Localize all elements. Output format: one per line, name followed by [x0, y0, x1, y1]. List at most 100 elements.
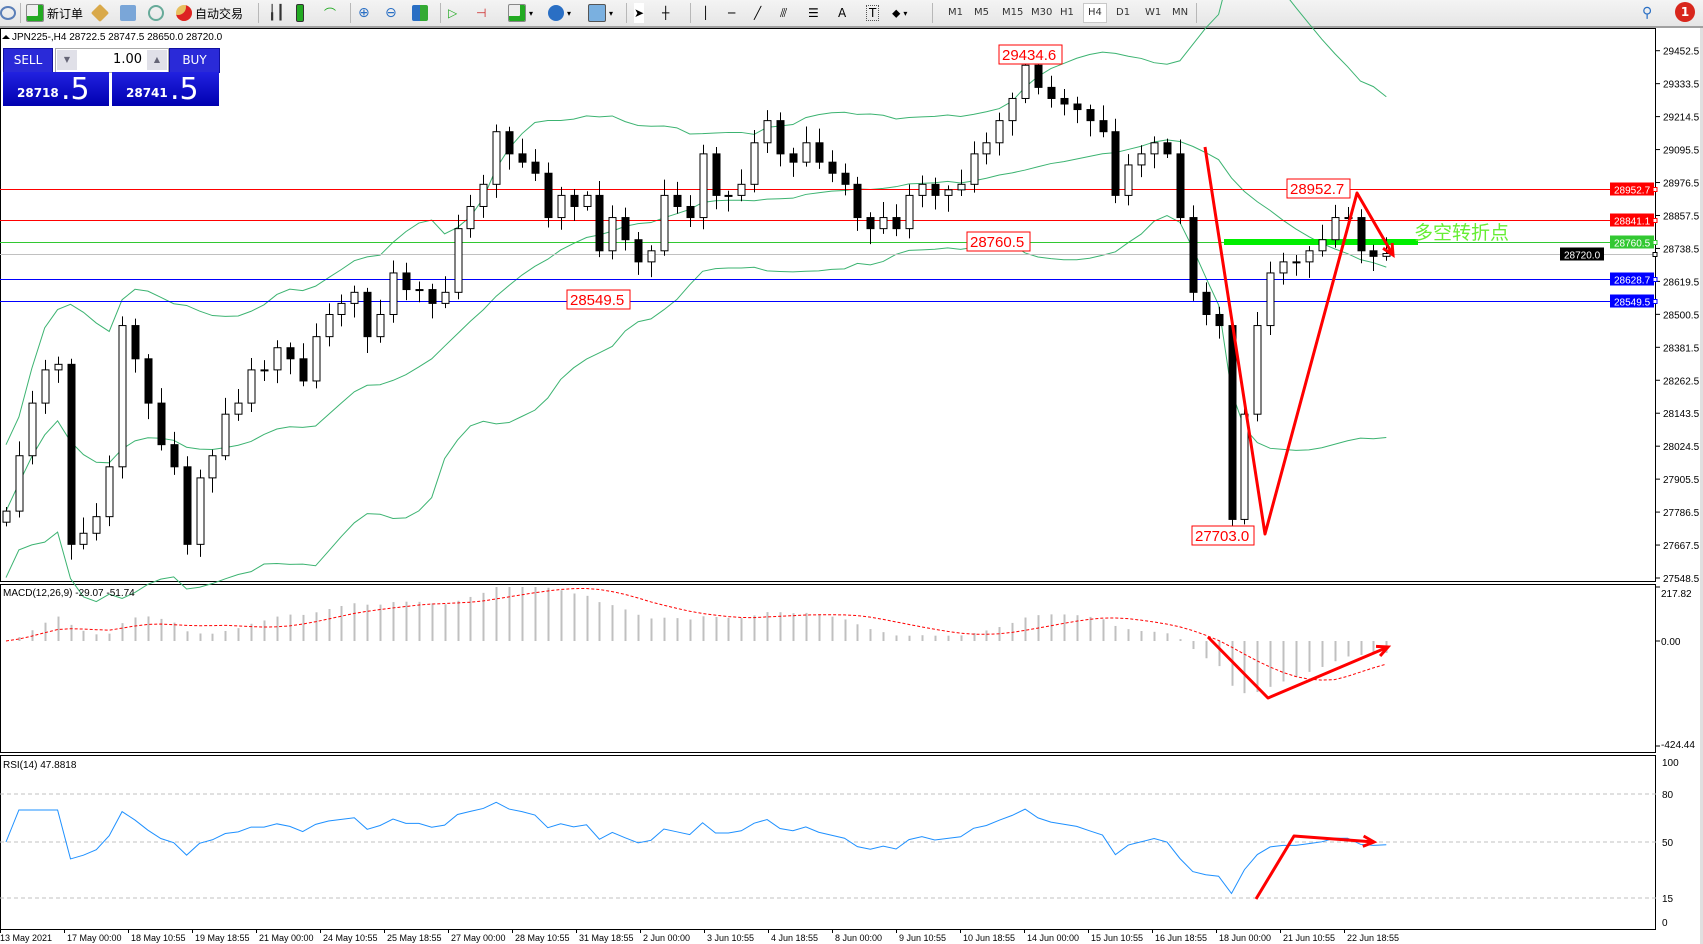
- low-price-label: 27703.0: [1195, 528, 1249, 545]
- sell-button[interactable]: SELL: [3, 48, 53, 73]
- candle: [2, 506, 11, 527]
- vertical-line-icon[interactable]: │: [702, 6, 710, 20]
- notification-icon[interactable]: 1: [1675, 2, 1695, 22]
- price-axis-label: 28500.5: [1663, 310, 1700, 321]
- price-axis-label: 28381.5: [1663, 343, 1700, 354]
- arrowhead-icon: [1362, 834, 1378, 848]
- time-axis-label: 17 May 00:00: [67, 933, 122, 943]
- templates-icon[interactable]: ▾: [588, 3, 613, 23]
- new-order-label: 新订单: [47, 6, 84, 21]
- periods-icon[interactable]: ▾: [548, 3, 571, 23]
- new-order-button[interactable]: 新订单: [26, 3, 83, 23]
- zoom-out-icon[interactable]: ⊖: [385, 5, 397, 21]
- candle-body: [363, 291, 372, 338]
- auto-scroll-icon[interactable]: ▷: [448, 6, 458, 20]
- chart-header: JPN225-,H4 28722.5 28747.5 28650.0 28720…: [12, 32, 223, 43]
- price-axis-label: 28976.5: [1663, 179, 1700, 190]
- crosshair-icon[interactable]: ┼: [662, 6, 670, 20]
- rsi-axis-label: 50: [1662, 838, 1674, 849]
- candle: [363, 287, 372, 353]
- fibo-retracement-icon[interactable]: ☰: [808, 6, 819, 20]
- candle: [1279, 252, 1288, 285]
- auto-trading-button[interactable]: 自动交易: [176, 3, 243, 23]
- level-handle[interactable]: [1652, 187, 1658, 192]
- time-axis-label: 2 Jun 00:00: [643, 933, 690, 943]
- price-axis-label: 29452.5: [1663, 47, 1700, 58]
- level-handle[interactable]: [1652, 277, 1658, 282]
- timeframe-h4[interactable]: H4: [1083, 3, 1107, 23]
- candle: [466, 194, 475, 238]
- candle: [312, 323, 321, 389]
- level-handle[interactable]: [1652, 218, 1658, 223]
- candle-body: [131, 325, 140, 360]
- candle-body: [1344, 217, 1353, 220]
- candle: [918, 175, 927, 208]
- timeframe-m15[interactable]: M15: [1002, 7, 1024, 18]
- time-axis-label: 9 Jun 10:55: [899, 933, 946, 943]
- timeframe-mn[interactable]: MN: [1172, 7, 1189, 18]
- level-handle[interactable]: [1652, 240, 1658, 245]
- line-chart-icon[interactable]: ⌒: [324, 6, 337, 21]
- buy-price-box[interactable]: 28741 .5: [112, 72, 219, 106]
- text-label-icon[interactable]: T: [866, 3, 880, 23]
- signals-icon[interactable]: [148, 3, 164, 23]
- buy-button[interactable]: BUY: [169, 48, 220, 73]
- arrows-icon[interactable]: ⬥ ▾: [892, 5, 908, 20]
- cursor-icon[interactable]: ➤: [634, 3, 645, 23]
- zoom-icon[interactable]: [0, 3, 16, 23]
- support-price-label-box: [566, 289, 631, 310]
- candle: [866, 212, 875, 245]
- lot-increase-button[interactable]: ▲: [147, 50, 167, 70]
- candle-body: [866, 217, 875, 230]
- candle: [1099, 105, 1108, 138]
- candle-body: [518, 153, 527, 163]
- search-icon[interactable]: ⚲: [1642, 5, 1653, 21]
- zoom-in-icon[interactable]: ⊕: [358, 5, 370, 21]
- candle-body: [389, 272, 398, 315]
- timeframe-h1[interactable]: H1: [1060, 7, 1074, 18]
- sell-price-box[interactable]: 28718 .5: [3, 72, 109, 106]
- candle: [1073, 96, 1082, 124]
- timeframe-m30[interactable]: M30: [1031, 7, 1053, 18]
- navigator-icon[interactable]: [120, 3, 136, 23]
- timeframe-m1[interactable]: M1: [948, 7, 963, 18]
- timeframe-m5[interactable]: M5: [974, 7, 989, 18]
- text-icon[interactable]: A: [838, 6, 847, 20]
- candle: [544, 162, 553, 228]
- candle-body: [531, 161, 540, 174]
- candle: [944, 185, 953, 212]
- lot-decrease-button[interactable]: ▼: [57, 50, 77, 70]
- fibo-channel-icon[interactable]: ⫻: [780, 5, 788, 20]
- timeframe-d1[interactable]: D1: [1116, 7, 1131, 18]
- collapse-triangle-icon[interactable]: [2, 35, 10, 39]
- price-axis-label: 28857.5: [1663, 211, 1700, 222]
- timeframe-w1[interactable]: W1: [1145, 7, 1162, 18]
- candle-body: [454, 228, 463, 293]
- candle-body: [1137, 153, 1146, 166]
- candle-body: [1008, 97, 1017, 122]
- bar-chart-icon[interactable]: ╽┃: [268, 5, 285, 21]
- candle: [1253, 311, 1262, 422]
- candle-body: [157, 402, 166, 446]
- level-price-label: 28628.7: [1614, 276, 1651, 287]
- candle-body: [1163, 142, 1172, 155]
- level-handle[interactable]: [1652, 252, 1658, 257]
- trendline-icon[interactable]: ╱: [754, 6, 762, 20]
- time-axis-label: 8 Jun 00:00: [835, 933, 882, 943]
- candle: [583, 191, 592, 211]
- chart-shift-icon[interactable]: ⊣: [476, 6, 487, 20]
- window-border: [1700, 28, 1703, 944]
- lot-size-input[interactable]: ▼ 1.00 ▲: [55, 48, 169, 73]
- horizontal-line-icon[interactable]: ─: [728, 6, 736, 20]
- candle: [763, 110, 772, 154]
- level-handle[interactable]: [1652, 299, 1658, 304]
- candle: [15, 441, 24, 518]
- tile-windows-icon[interactable]: [412, 3, 428, 23]
- candlestick-icon[interactable]: [296, 3, 304, 23]
- candle: [325, 303, 334, 347]
- indicators-icon[interactable]: ▾: [508, 3, 533, 23]
- candle: [776, 112, 785, 167]
- macd-axis-label: 0.00: [1661, 637, 1681, 648]
- candle-body: [144, 358, 153, 404]
